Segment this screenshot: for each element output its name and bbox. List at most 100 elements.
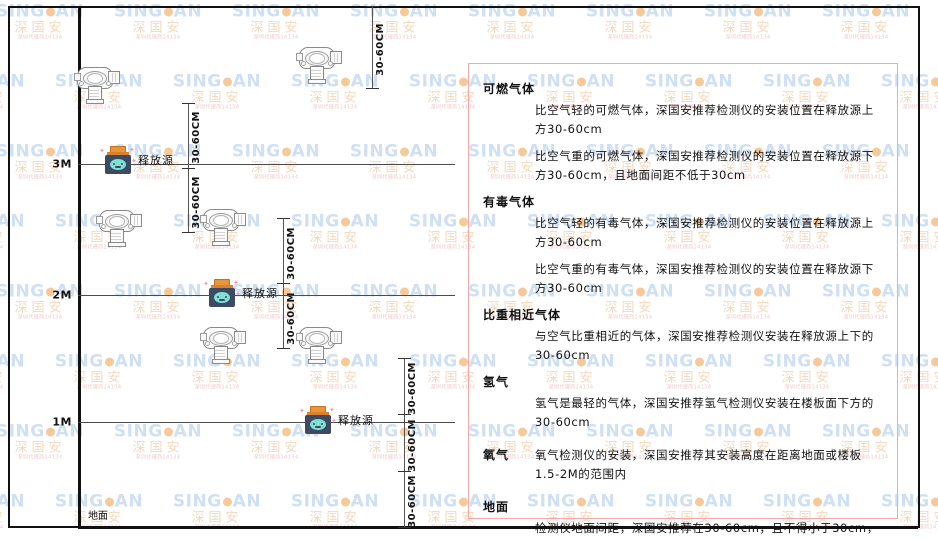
- canister-eye: [113, 163, 115, 165]
- detector-ear-left: [296, 53, 303, 61]
- dimension-tick: [182, 168, 195, 169]
- guideline-section: 地面检测仪地面间距，深国安推荐在30-60cm，且不得小于30cm，因为过低容易…: [483, 498, 883, 541]
- detector-screw: [301, 341, 306, 346]
- detector-sensor-core: [87, 73, 103, 84]
- guideline-section: 氧气 氧气检测仪的安装，深国安推荐其安装高度在距离地面或楼板1.5-2M的范围内: [483, 440, 883, 492]
- dimension-label: 30-60CM: [191, 111, 202, 164]
- canister-face: [110, 159, 126, 170]
- detector-screw: [205, 223, 210, 228]
- detector-stem: [310, 66, 324, 82]
- sparkle-icon: ✦: [99, 147, 105, 155]
- dimension-label: 30-60CM: [286, 292, 297, 345]
- detector-side-fitting: [130, 214, 142, 227]
- dimension-label: 30-60CM: [375, 23, 386, 76]
- guideline-text: 比空气重的有毒气体，深国安推荐检测仪的安装位置在释放源下方30-60cm: [535, 261, 874, 295]
- canister-face: [214, 292, 230, 303]
- dimension-label: 30-60CM: [191, 176, 202, 229]
- guideline-section: 可燃气体 比空气轻的可燃气体，深国安推荐检测仪的安装位置在释放源上方30-60cm…: [483, 80, 883, 185]
- dimension-tick: [277, 218, 290, 219]
- sparkle-icon: ✦: [129, 146, 135, 154]
- detector-sensor-core: [213, 215, 229, 226]
- detector-side-fitting: [330, 331, 342, 344]
- height-line-3M: [78, 164, 455, 165]
- guidelines-panel: 可燃气体 比空气轻的可燃气体，深国安推荐检测仪的安装位置在释放源上方30-60cm…: [468, 63, 898, 541]
- detector-ear-left: [296, 333, 303, 341]
- dimension-chain-upper: 30-60CM 30-60CM: [182, 103, 202, 233]
- dimension-tick: [366, 88, 379, 89]
- guideline-text: 与空气比重相近的气体，深国安推荐检测仪安装在释放源上下的30-60cm: [535, 328, 874, 362]
- canister-mouth: [219, 299, 225, 301]
- guideline-text: 比空气轻的可燃气体，深国安推荐检测仪的安装位置在释放源上方30-60cm: [535, 103, 874, 136]
- dimension-tick: [182, 103, 195, 104]
- release-source-label: 释放源: [338, 414, 374, 427]
- guideline-text: 比空气轻的有毒气体，深国安推荐检测仪的安装位置在释放源上方30-60cm: [535, 215, 874, 249]
- axis-label-3M: 3M: [52, 157, 72, 171]
- canister-cap-lip: [307, 412, 329, 415]
- guideline-section: 有毒气体 比空气轻的有毒气体，深国安推荐检测仪的安装位置在释放源上方30-60cm…: [483, 193, 883, 298]
- guideline-section: 氢气 氢气是最轻的气体，深国安推荐氢气检测仪安装在楼板面下方的30-60cm: [483, 373, 883, 432]
- sparkle-icon: ✦: [233, 279, 239, 287]
- sparkle-icon: ✦: [235, 290, 241, 298]
- height-line-2M: [78, 295, 455, 296]
- detector-side-fitting: [234, 213, 246, 226]
- ground-label: 地面: [88, 511, 108, 522]
- detector-ear-left: [74, 73, 81, 81]
- dimension-line: [188, 103, 189, 232]
- dimension-line: [404, 358, 405, 527]
- detector-screw: [106, 81, 111, 86]
- guideline-section: 比重相近气体 与空气比重相近的气体，深国安推荐检测仪安装在释放源上下的30-60c…: [483, 306, 883, 365]
- canister-cap-lip: [107, 152, 129, 155]
- detector-foot: [108, 242, 126, 247]
- detector-screw: [301, 61, 306, 66]
- dimension-label: 30-60CM: [286, 227, 297, 280]
- gas-detector: [199, 327, 246, 364]
- gas-detector: [199, 209, 246, 246]
- canister-cap-lip: [211, 285, 233, 288]
- guideline-section-title: 地面: [483, 499, 510, 514]
- gas-detector: [73, 67, 120, 104]
- detector-sensor-core: [309, 53, 325, 64]
- detector-ear-left: [200, 333, 207, 341]
- detector-screw: [232, 223, 237, 228]
- gas-detector: [95, 210, 142, 247]
- detector-screw: [328, 61, 333, 66]
- dimension-tick: [277, 283, 290, 284]
- detector-foot: [212, 359, 230, 364]
- gas-detector: [295, 47, 342, 84]
- guideline-text: 氢气是最轻的气体，深国安推荐氢气检测仪安装在楼板面下方的30-60cm: [535, 395, 874, 429]
- detector-ear-left: [96, 216, 103, 224]
- dimension-chain-top: 30-60CM: [366, 6, 386, 89]
- detector-side-fitting: [234, 331, 246, 344]
- detector-screw: [232, 341, 237, 346]
- source-connector: [275, 295, 291, 296]
- canister-eye: [321, 423, 323, 425]
- sparkle-icon: ✦: [131, 157, 137, 165]
- height-line-1M: [78, 422, 455, 423]
- detector-foot: [308, 359, 326, 364]
- release-source-icon: ✦ ✦ ✦: [299, 406, 337, 434]
- detector-screw: [128, 224, 133, 229]
- detector-sensor-core: [309, 333, 325, 344]
- dimension-label: 30-60CM: [407, 419, 418, 472]
- detector-sensor-core: [213, 333, 229, 344]
- dimension-tick: [366, 6, 379, 7]
- guideline-text: 检测仪地面间距，深国安推荐在30-60cm，且不得小于30cm，因为过低容易水溅…: [535, 520, 879, 541]
- dimension-label: 30-60CM: [407, 475, 418, 528]
- dimension-tick: [398, 471, 411, 472]
- detector-stem: [110, 229, 124, 245]
- dimension-tick: [277, 348, 290, 349]
- axis-label-2M: 2M: [52, 288, 72, 302]
- canister-eye: [225, 296, 227, 298]
- guideline-section-title: 氧气: [483, 447, 510, 462]
- vertical-axis: [78, 8, 81, 527]
- axis-label-1M: 1M: [52, 415, 72, 429]
- dimension-tick: [182, 232, 195, 233]
- detector-side-fitting: [330, 51, 342, 64]
- detector-sensor-core: [109, 216, 125, 227]
- sparkle-icon: ✦: [299, 407, 305, 415]
- guideline-text: 比空气重的可燃气体，深国安推荐检测仪的安装位置在释放源下方30-60cm，且地面…: [535, 148, 874, 182]
- source-connector: [396, 422, 412, 423]
- gas-detector: [295, 327, 342, 364]
